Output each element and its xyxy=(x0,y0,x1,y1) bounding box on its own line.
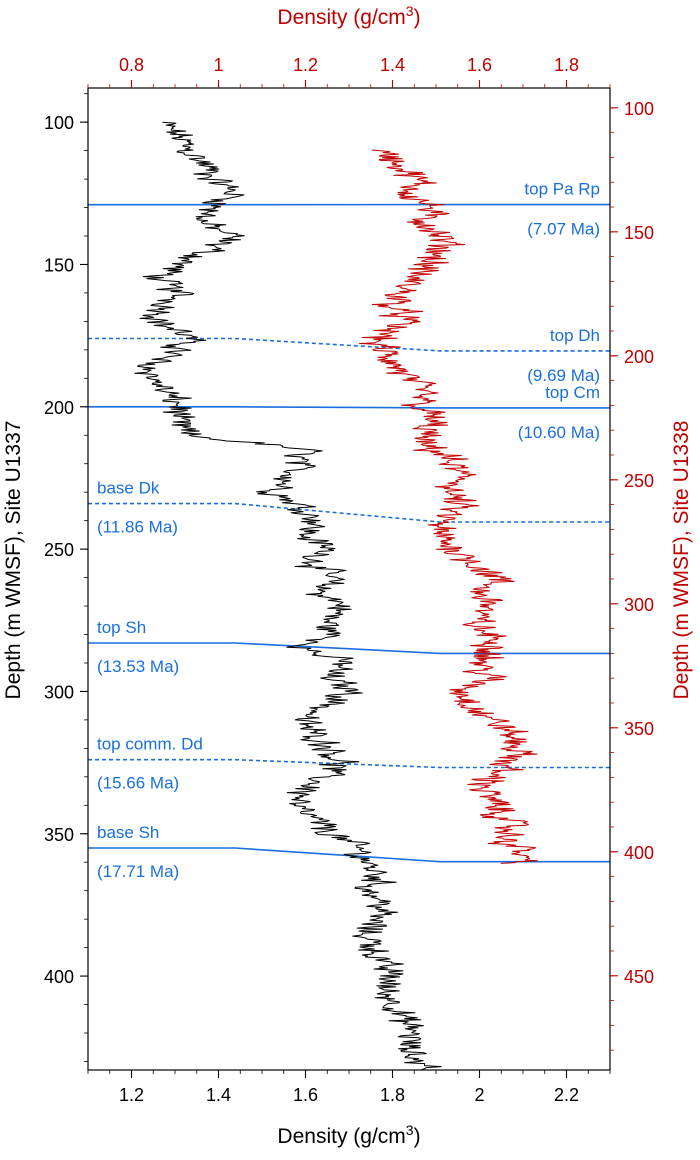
left-axis-tick-label: 200 xyxy=(44,398,74,418)
horizon-line xyxy=(88,407,610,408)
bottom-axis-tick-label: 1.8 xyxy=(380,1085,405,1105)
horizon-label: top Dh xyxy=(550,326,600,345)
horizon-label: top Cm xyxy=(545,383,600,402)
horizon-age-label: (10.60 Ma) xyxy=(518,423,600,442)
top-axis-title-end: ) xyxy=(414,6,421,29)
top-axis-tick-label: 1.4 xyxy=(380,55,405,75)
horizon-label: top Sh xyxy=(97,618,146,637)
horizon-label: base Dk xyxy=(97,479,160,498)
right-axis-tick-label: 150 xyxy=(624,223,654,243)
left-axis-tick-label: 300 xyxy=(44,682,74,702)
series-line-u1338 xyxy=(360,150,538,863)
horizon-age-label: (15.66 Ma) xyxy=(97,774,179,793)
top-axis-tick-label: 1 xyxy=(213,55,223,75)
bottom-axis-title-end: ) xyxy=(414,1125,421,1148)
left-axis-tick-label: 350 xyxy=(44,825,74,845)
bottom-axis-tick-label: 2.2 xyxy=(554,1085,579,1105)
top-axis-tick-label: 1.6 xyxy=(467,55,492,75)
bottom-axis-title-sup: 3 xyxy=(406,1122,414,1138)
left-axis-tick-label: 400 xyxy=(44,967,74,987)
left-axis-tick-label: 100 xyxy=(44,113,74,133)
bottom-axis-title-text: Density (g/cm xyxy=(277,1125,405,1148)
top-axis-tick-label: 1.2 xyxy=(293,55,318,75)
left-axis-tick-label: 250 xyxy=(44,540,74,560)
left-axis-tick-label: 150 xyxy=(44,255,74,275)
right-axis-tick-label: 300 xyxy=(624,595,654,615)
horizon-age-label: (17.71 Ma) xyxy=(97,862,179,881)
right-axis-tick-label: 100 xyxy=(624,99,654,119)
bottom-axis-tick-label: 1.6 xyxy=(293,1085,318,1105)
bottom-axis-tick-label: 1.4 xyxy=(206,1085,231,1105)
right-axis-tick-label: 450 xyxy=(624,967,654,987)
right-axis-tick-label: 200 xyxy=(624,347,654,367)
data-series xyxy=(135,122,537,1069)
bottom-axis-tick-label: 2 xyxy=(474,1085,484,1105)
left-axis-title: Depth (m WMSF), Site U1337 xyxy=(2,421,25,700)
top-axis-title-sup: 3 xyxy=(406,3,414,19)
horizon-label: top comm. Dd xyxy=(97,735,203,754)
right-axis-tick-label: 400 xyxy=(624,843,654,863)
top-axis-tick-label: 0.8 xyxy=(119,55,144,75)
horizon-age-label: (13.53 Ma) xyxy=(97,657,179,676)
top-axis-tick-label: 1.8 xyxy=(554,55,579,75)
horizon-line xyxy=(88,643,610,653)
horizon-line xyxy=(88,339,610,351)
top-axis-title-text: Density (g/cm xyxy=(277,6,405,29)
right-axis-title: Depth (m WMSF), Site U1338 xyxy=(670,421,693,700)
top-axis-title: Density (g/cm3) xyxy=(277,3,420,29)
series-line-u1337 xyxy=(135,122,442,1069)
right-axis-tick-label: 250 xyxy=(624,471,654,491)
horizon-age-label: (11.86 Ma) xyxy=(97,518,178,537)
right-axis-tick-label: 350 xyxy=(624,719,654,739)
bottom-axis-tick-label: 1.2 xyxy=(119,1085,144,1105)
bottom-axis-title: Density (g/cm3) xyxy=(277,1122,420,1148)
horizon-label: top Pa Rp xyxy=(524,180,600,199)
horizon-line xyxy=(88,848,610,862)
horizon-label: base Sh xyxy=(97,823,159,842)
horizon-age-label: (7.07 Ma) xyxy=(527,220,600,239)
